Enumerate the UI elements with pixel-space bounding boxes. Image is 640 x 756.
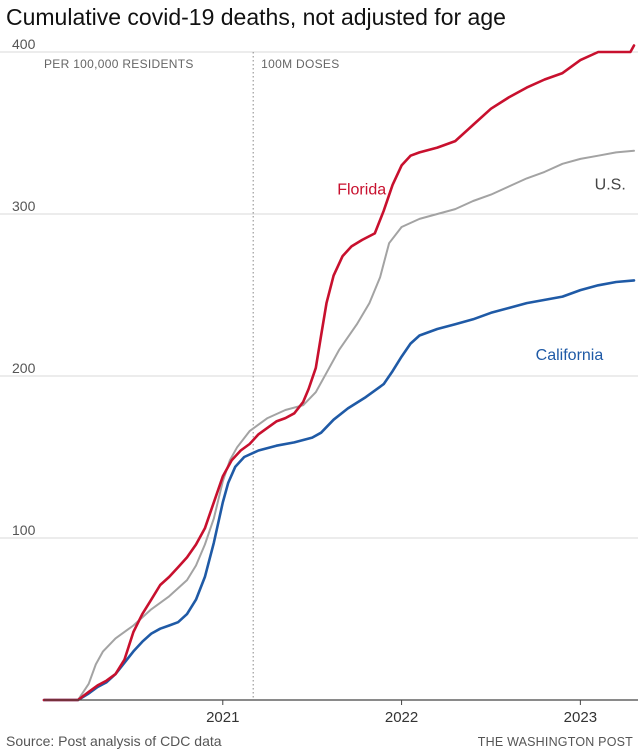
x-axis-ticks: 2021 2022 2023 [206,700,597,726]
source-note: Source: Post analysis of CDC data [6,733,222,749]
y-tick-label: 100 [12,522,36,538]
y-tick-label: 400 [12,36,36,52]
chart-title: Cumulative covid-19 deaths, not adjusted… [6,4,506,30]
y-axis-ticks: 100 200 300 400 [12,36,36,538]
x-tick-label: 2022 [385,709,418,726]
x-tick-label: 2023 [564,709,597,726]
vaccine-milestone-label: 100M DOSES [261,57,339,71]
y-tick-label: 200 [12,360,36,376]
y-axis-label: PER 100,000 RESIDENTS [44,57,194,71]
series-label-california: California [536,347,604,364]
publisher-credit: THE WASHINGTON POST [477,735,633,749]
series-line-florida [42,44,636,702]
gridlines [0,51,638,539]
y-tick-label: 300 [12,198,36,214]
series-label-u-s: U.S. [595,177,626,194]
series-line-california [42,279,636,702]
x-tick-label: 2021 [206,709,239,726]
series-lines: U.S. California Florida [42,44,636,702]
series-line-u-s [43,149,635,701]
series-label-florida: Florida [337,182,386,199]
